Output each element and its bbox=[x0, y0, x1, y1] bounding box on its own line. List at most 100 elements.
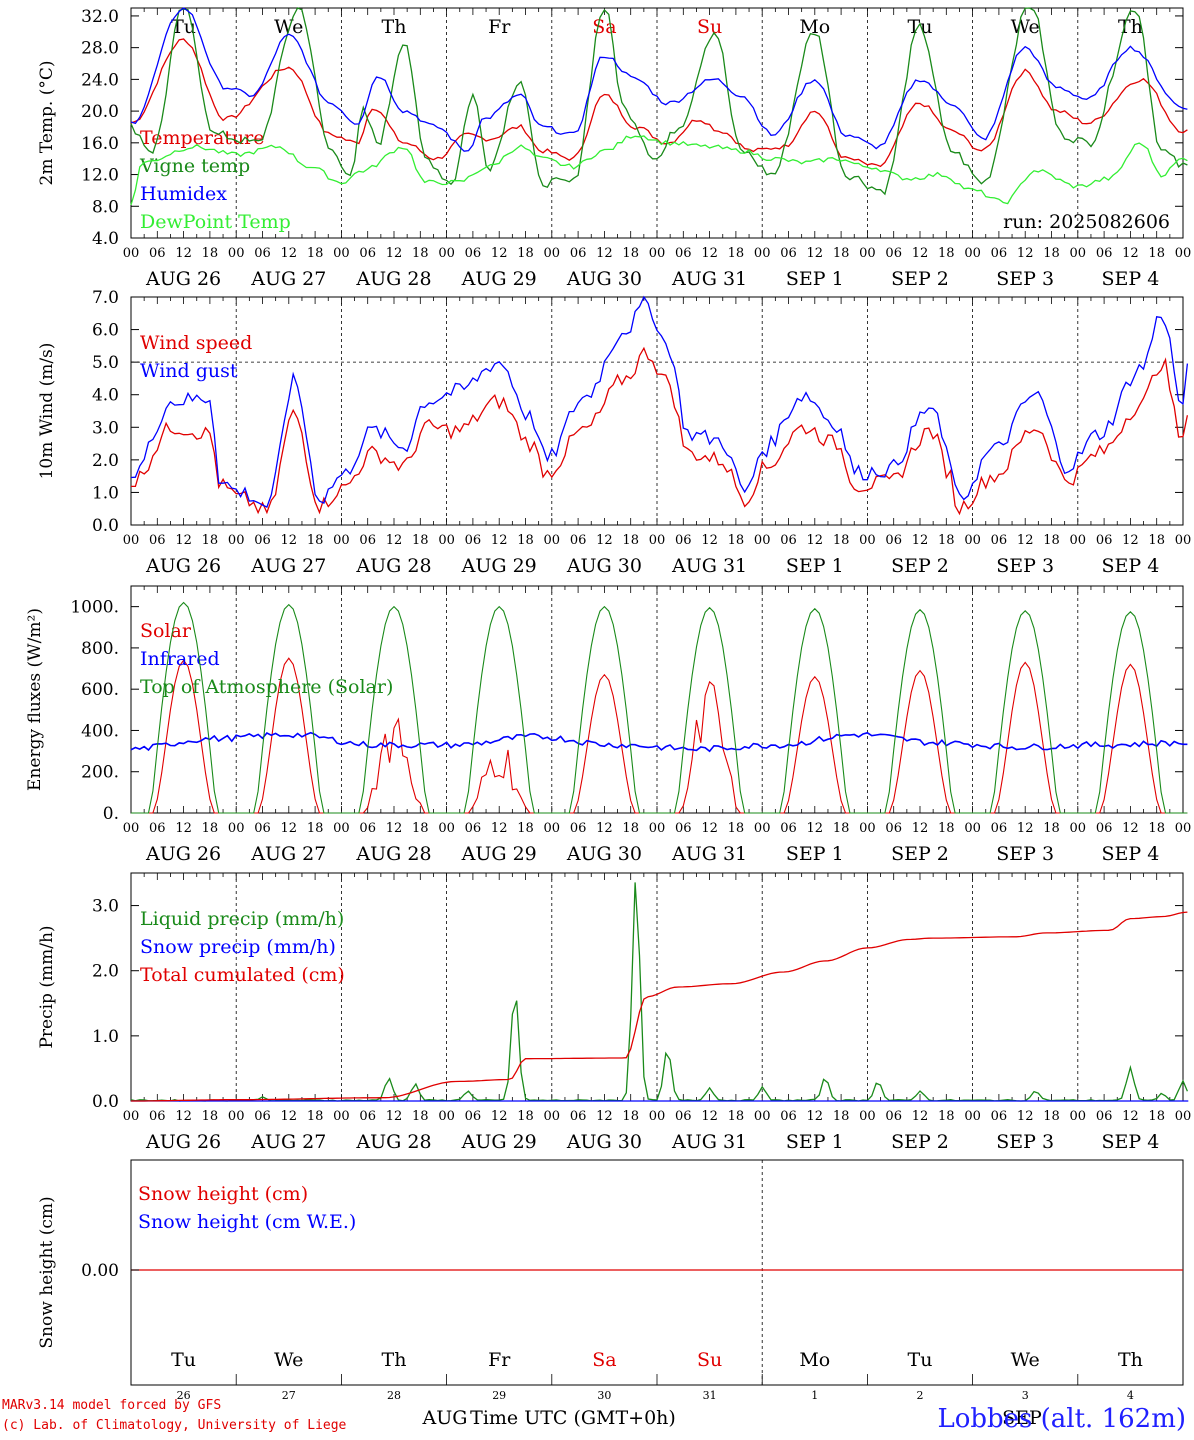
hour-tick-label: 12 bbox=[175, 821, 192, 836]
date-label: SEP 3 bbox=[996, 843, 1054, 865]
y-tick-label: 20.0 bbox=[81, 102, 119, 122]
hour-tick-label: 00 bbox=[123, 1109, 140, 1124]
hour-tick-label: 00 bbox=[333, 533, 350, 548]
y-tick-label: 2.0 bbox=[92, 451, 119, 471]
hour-tick-label: 12 bbox=[701, 821, 718, 836]
weekday-label-bottom: Tu bbox=[171, 1349, 196, 1371]
hour-tick-label: 06 bbox=[885, 1109, 902, 1124]
hour-tick-label: 12 bbox=[1122, 821, 1139, 836]
hour-tick-label: 06 bbox=[675, 246, 692, 261]
hour-tick-label: 06 bbox=[570, 246, 587, 261]
day-number: 2 bbox=[917, 1389, 924, 1402]
station-name: Lobbes (alt. 162m) bbox=[937, 1404, 1186, 1434]
hour-tick-label: 06 bbox=[991, 1109, 1008, 1124]
y-tick-label: 32.0 bbox=[81, 7, 119, 27]
hour-tick-label: 00 bbox=[1175, 246, 1192, 261]
y-axis-title: Snow height (cm) bbox=[37, 1196, 57, 1348]
y-tick-label: 16.0 bbox=[81, 134, 119, 154]
y-tick-label: 12.0 bbox=[81, 166, 119, 186]
y-tick-label: 1.0 bbox=[92, 1027, 119, 1047]
date-label: SEP 1 bbox=[786, 1131, 844, 1153]
hour-tick-label: 06 bbox=[675, 821, 692, 836]
date-label: AUG 28 bbox=[355, 843, 431, 865]
hour-tick-label: 12 bbox=[386, 533, 403, 548]
hour-tick-label: 12 bbox=[912, 533, 929, 548]
hour-tick-label: 06 bbox=[149, 821, 166, 836]
hour-tick-label: 18 bbox=[728, 533, 745, 548]
hour-tick-label: 12 bbox=[281, 821, 298, 836]
y-axis-title: Precip (mm/h) bbox=[37, 925, 57, 1048]
hour-tick-label: 06 bbox=[1096, 246, 1113, 261]
date-label: AUG 29 bbox=[461, 268, 537, 290]
y-tick-label: 1000. bbox=[70, 598, 119, 618]
hour-tick-label: 18 bbox=[517, 246, 534, 261]
hour-tick-label: 06 bbox=[570, 1109, 587, 1124]
weekday-label-bottom: Fr bbox=[488, 1349, 511, 1371]
day-number: 28 bbox=[387, 1389, 401, 1402]
hour-tick-label: 06 bbox=[675, 1109, 692, 1124]
hour-tick-label: 06 bbox=[1096, 821, 1113, 836]
hour-tick-label: 12 bbox=[491, 533, 508, 548]
date-label: AUG 27 bbox=[250, 843, 326, 865]
hour-tick-label: 06 bbox=[885, 821, 902, 836]
hour-tick-label: 18 bbox=[728, 1109, 745, 1124]
date-label: SEP 1 bbox=[786, 268, 844, 290]
y-axis-title: Energy fluxes (W/m²) bbox=[25, 608, 45, 791]
hour-tick-label: 06 bbox=[465, 246, 482, 261]
hour-tick-label: 06 bbox=[570, 821, 587, 836]
y-tick-label: 3.0 bbox=[92, 897, 119, 917]
weekday-label: Su bbox=[697, 16, 722, 38]
hour-tick-label: 18 bbox=[517, 821, 534, 836]
y-tick-label: 7.0 bbox=[92, 288, 119, 308]
date-label: SEP 2 bbox=[891, 555, 949, 577]
hour-tick-label: 06 bbox=[780, 1109, 797, 1124]
hour-tick-label: 00 bbox=[228, 1109, 245, 1124]
date-label: AUG 27 bbox=[250, 555, 326, 577]
weekday-label: Th bbox=[382, 16, 407, 38]
date-label: AUG 31 bbox=[671, 1131, 747, 1153]
hour-tick-label: 12 bbox=[175, 246, 192, 261]
hour-tick-label: 00 bbox=[228, 246, 245, 261]
hour-tick-label: 18 bbox=[412, 246, 429, 261]
hour-tick-label: 00 bbox=[544, 1109, 561, 1124]
hour-tick-label: 00 bbox=[754, 1109, 771, 1124]
hour-tick-label: 18 bbox=[622, 246, 639, 261]
series-line-total-cumulated-cm- bbox=[131, 911, 1188, 1102]
series-line-liquid-precip-mm-h- bbox=[130, 882, 1188, 1102]
hour-tick-label: 18 bbox=[202, 533, 219, 548]
legend-snow-precip-mm-h-: Snow precip (mm/h) bbox=[140, 936, 336, 958]
weekday-label: Tu bbox=[908, 16, 933, 38]
hour-tick-label: 00 bbox=[964, 1109, 981, 1124]
hour-tick-label: 12 bbox=[807, 533, 824, 548]
weekday-label-bottom: Tu bbox=[908, 1349, 933, 1371]
day-number: 4 bbox=[1127, 1389, 1134, 1402]
hour-tick-label: 18 bbox=[1148, 533, 1165, 548]
hour-tick-label: 12 bbox=[281, 1109, 298, 1124]
date-label: SEP 3 bbox=[996, 555, 1054, 577]
hour-tick-label: 18 bbox=[1148, 821, 1165, 836]
series-line-temperature bbox=[130, 38, 1188, 168]
hour-tick-label: 18 bbox=[833, 1109, 850, 1124]
legend-wind-speed: Wind speed bbox=[140, 332, 252, 354]
legend-vigne-temp: Vigne temp bbox=[139, 155, 250, 177]
hour-tick-label: 00 bbox=[964, 533, 981, 548]
hour-tick-label: 18 bbox=[833, 533, 850, 548]
legend-solar: Solar bbox=[140, 620, 192, 642]
hour-tick-label: 18 bbox=[517, 1109, 534, 1124]
date-label: AUG 31 bbox=[671, 555, 747, 577]
hour-tick-label: 12 bbox=[912, 821, 929, 836]
hour-tick-label: 00 bbox=[228, 533, 245, 548]
hour-tick-label: 06 bbox=[991, 533, 1008, 548]
hour-tick-label: 06 bbox=[780, 821, 797, 836]
weekday-label-bottom: Sa bbox=[592, 1349, 616, 1371]
legend-wind-gust: Wind gust bbox=[140, 360, 238, 382]
hour-tick-label: 18 bbox=[938, 1109, 955, 1124]
y-tick-label: 24.0 bbox=[81, 70, 119, 90]
y-tick-label: 400. bbox=[81, 721, 119, 741]
hour-tick-label: 00 bbox=[1070, 821, 1087, 836]
hour-tick-label: 00 bbox=[544, 821, 561, 836]
hour-tick-label: 00 bbox=[859, 533, 876, 548]
y-tick-label: 0.00 bbox=[81, 1261, 119, 1281]
hour-tick-label: 18 bbox=[622, 821, 639, 836]
hour-tick-label: 12 bbox=[1122, 1109, 1139, 1124]
